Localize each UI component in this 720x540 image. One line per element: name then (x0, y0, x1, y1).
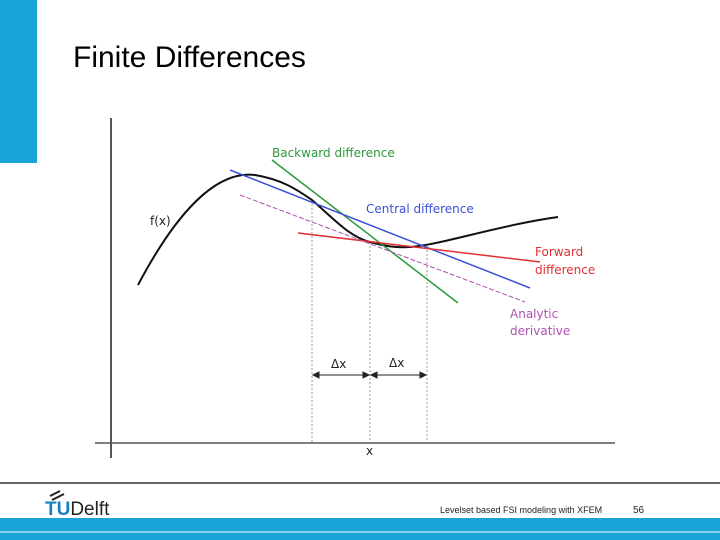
central-line (229, 169, 531, 289)
page-number: 56 (633, 505, 645, 516)
label: Forward (535, 245, 583, 259)
label: x (366, 444, 373, 458)
dx-arrows (311, 371, 428, 379)
footer-band (0, 518, 720, 540)
forward-line (297, 232, 541, 263)
label: Central difference (366, 202, 474, 216)
label: Backward difference (272, 146, 395, 160)
label: derivative (510, 324, 570, 338)
logo-flame (49, 490, 65, 501)
arrowheads (311, 371, 428, 379)
figure: Backward difference Central difference F… (95, 118, 615, 458)
footer-caption: Levelset based FSI modeling with XFEM (440, 505, 602, 515)
backward-line (271, 159, 459, 304)
logo-tu: TUDelft (45, 499, 110, 520)
slide-title: Finite Differences (73, 41, 306, 74)
logo-delft: Delft (70, 499, 110, 520)
label: Δx (331, 357, 346, 371)
label: Δx (389, 356, 404, 370)
label: difference (535, 263, 595, 277)
logo-tu-text: TU (45, 499, 70, 520)
accent-bar (0, 0, 37, 163)
label: f(x) (150, 214, 171, 228)
curve (137, 173, 559, 286)
analytic-line (239, 194, 526, 303)
logo: TUDelft (45, 490, 110, 520)
label: Analytic (510, 307, 558, 321)
